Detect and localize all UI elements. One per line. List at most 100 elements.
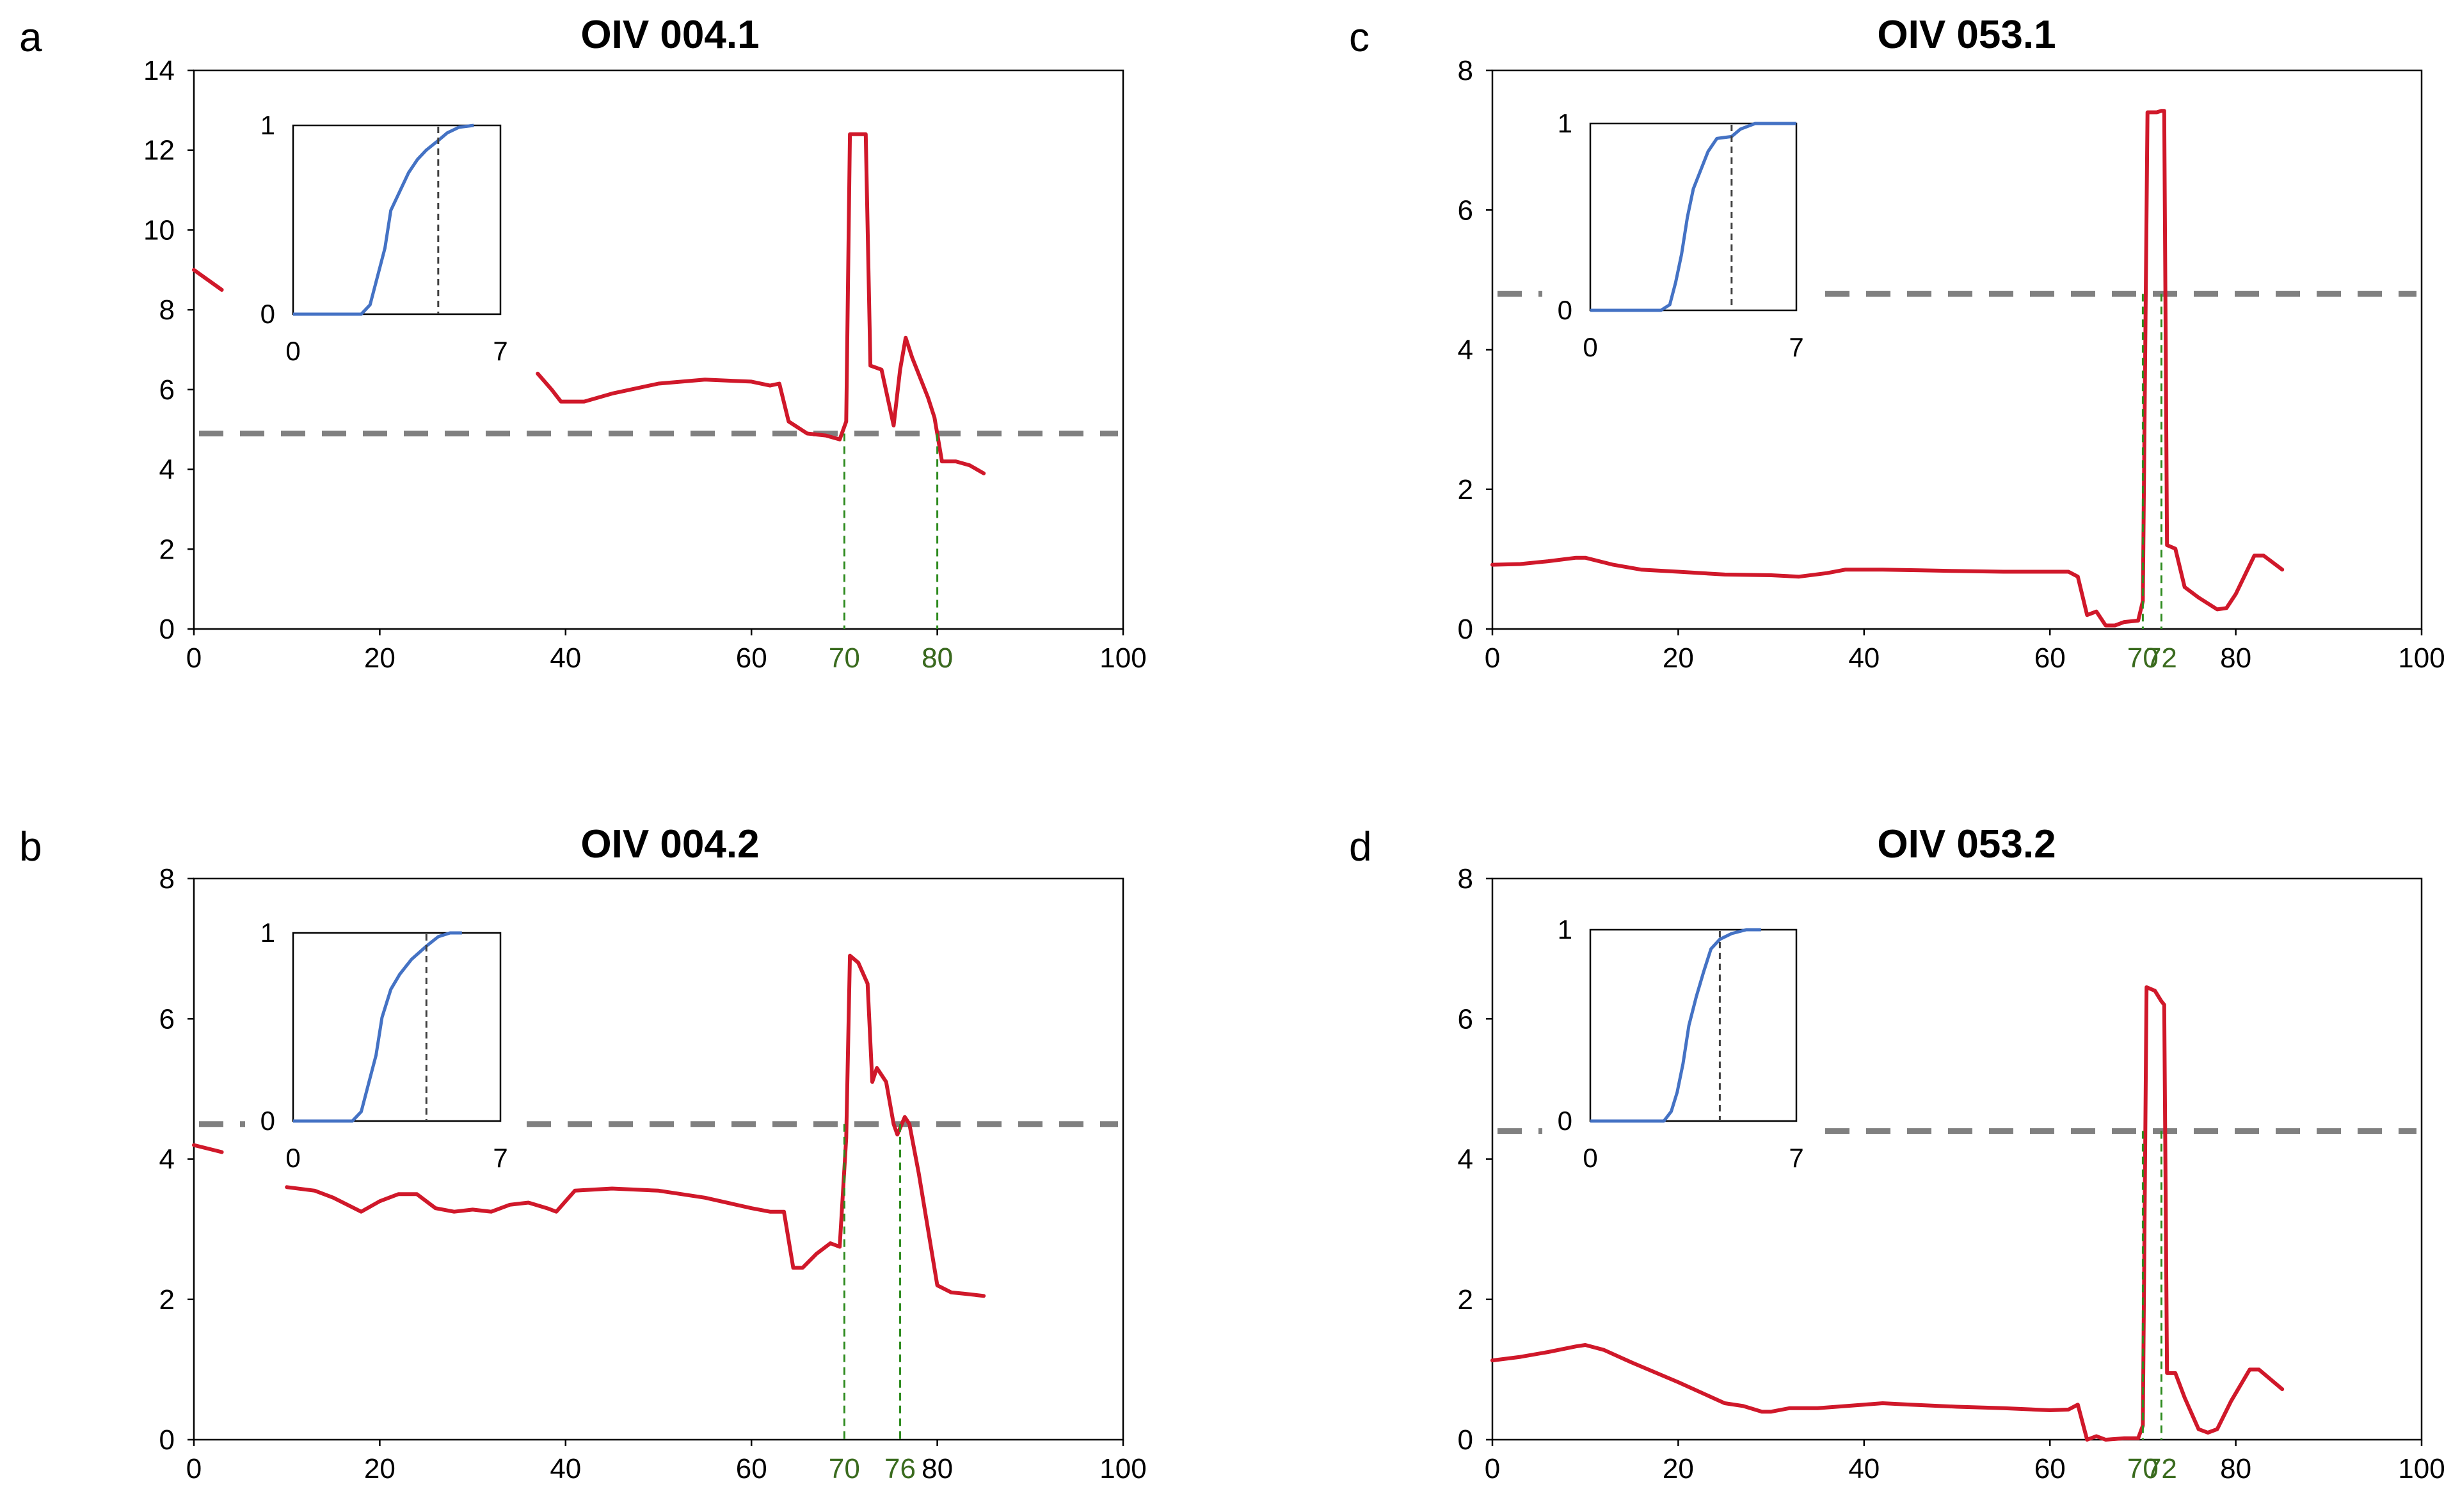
inset-chart: 0 7 0 1 (1542, 914, 1816, 1175)
inset-y-tick-label: 0 (1558, 295, 1572, 325)
marker-label: 76 (884, 1453, 916, 1484)
inset-y-tick-label: 1 (1558, 108, 1572, 138)
inset-cdf-curve (1590, 928, 1761, 1123)
panel-letter: c (1349, 14, 1370, 60)
inset-y-tick-label: 0 (260, 1106, 275, 1136)
y-tick-label: 10 (143, 214, 175, 246)
inset-background (1542, 914, 1816, 1175)
x-tick-label: 80 (922, 1453, 953, 1484)
inset-chart: 0 7 0 1 (245, 109, 520, 369)
x-tick-label: 60 (2034, 1453, 2066, 1484)
x-tick-label: 20 (364, 1453, 395, 1484)
inset-cdf-curve (1590, 122, 1796, 312)
y-tick-label: 4 (1458, 1144, 1473, 1175)
y-tick-label: 6 (159, 1003, 175, 1035)
inset-x-tick-label: 0 (285, 336, 300, 366)
x-tick-label: 0 (1485, 642, 1500, 674)
x-tick-label: 40 (1848, 1453, 1880, 1484)
y-tick-label: 6 (159, 374, 175, 406)
x-tick-label: 0 (1485, 1453, 1500, 1484)
inset-y-tick-label: 1 (260, 110, 275, 140)
x-tick-label: 100 (1099, 642, 1146, 674)
inset-frame (292, 932, 502, 1122)
inset-x-tick-label: 0 (1583, 332, 1597, 362)
x-tick-label: 20 (1663, 642, 1694, 674)
chart-title: OIV 004.2 (580, 822, 759, 866)
marker-label: 70 (829, 642, 860, 674)
y-tick-label: 8 (159, 294, 175, 326)
inset-y-tick-label: 0 (260, 299, 275, 329)
x-tick-label: 40 (550, 1453, 581, 1484)
inset-background (245, 109, 520, 369)
y-tick-label: 12 (143, 135, 175, 166)
x-tick-label: 60 (736, 1453, 767, 1484)
y-tick-label: 2 (1458, 474, 1473, 505)
inset-frame (1589, 122, 1798, 312)
y-tick-label: 2 (1458, 1284, 1473, 1316)
chart-title: OIV 053.1 (1877, 13, 2056, 57)
y-tick-label: 6 (1458, 1003, 1473, 1035)
series-line (1490, 109, 2285, 628)
x-tick-label: 80 (2220, 642, 2251, 674)
y-tick-label: 2 (159, 534, 175, 565)
marker-label: 70 (829, 1453, 860, 1484)
x-tick-label: 40 (1848, 642, 1880, 674)
inset-x-tick-label: 7 (1789, 1143, 1803, 1173)
x-tick-label: 0 (186, 1453, 202, 1484)
panel-letter: b (19, 824, 42, 870)
inset-frame (1589, 928, 1798, 1122)
inset-background (245, 917, 520, 1175)
series-line (536, 132, 986, 475)
x-tick-label: 100 (2398, 642, 2445, 674)
y-tick-label: 2 (159, 1284, 175, 1316)
panel-letter: d (1349, 824, 1372, 870)
inset-y-tick-label: 1 (1558, 914, 1572, 944)
inset-frame (292, 124, 502, 315)
x-tick-label: 100 (1099, 1453, 1146, 1484)
series-line (192, 1143, 224, 1154)
x-tick-label: 40 (550, 642, 581, 674)
inset-y-tick-label: 0 (1558, 1106, 1572, 1136)
marker-label: 70 (2127, 1453, 2159, 1484)
y-tick-label: 0 (1458, 614, 1473, 645)
panel-letter: a (19, 14, 42, 60)
chart-title: OIV 004.1 (580, 13, 759, 57)
marker-label: 72 (2146, 1453, 2177, 1484)
x-tick-label: 60 (736, 642, 767, 674)
inset-x-tick-label: 0 (1583, 1143, 1597, 1173)
series-line (285, 953, 986, 1298)
x-tick-label: 0 (186, 642, 202, 674)
inset-background (1542, 107, 1816, 365)
y-tick-label: 0 (1458, 1424, 1473, 1456)
x-tick-label: 80 (2220, 1453, 2251, 1484)
marker-label: 70 (2127, 642, 2159, 674)
chart-title: OIV 053.2 (1877, 822, 2056, 866)
inset-y-tick-label: 1 (260, 918, 275, 948)
inset-chart: 0 7 0 1 (1542, 107, 1816, 365)
inset-x-tick-label: 7 (1789, 332, 1803, 362)
y-tick-label: 8 (1458, 55, 1473, 86)
y-tick-label: 4 (1458, 335, 1473, 366)
inset-x-tick-label: 7 (493, 336, 507, 366)
marker-label: 80 (922, 642, 953, 674)
y-tick-label: 14 (143, 55, 175, 86)
x-tick-label: 60 (2034, 642, 2066, 674)
marker-label: 72 (2146, 642, 2177, 674)
y-tick-label: 0 (159, 614, 175, 645)
y-tick-label: 8 (1458, 863, 1473, 895)
inset-x-tick-label: 0 (285, 1143, 300, 1173)
x-tick-label: 80 (922, 642, 953, 674)
y-tick-label: 4 (159, 454, 175, 486)
y-tick-label: 6 (1458, 195, 1473, 226)
plot-area-frame (193, 69, 1124, 630)
x-tick-label: 20 (1663, 1453, 1694, 1484)
y-tick-label: 8 (159, 863, 175, 895)
y-tick-label: 4 (159, 1144, 175, 1175)
inset-chart: 0 7 0 1 (245, 917, 520, 1175)
y-tick-label: 0 (159, 1424, 175, 1456)
